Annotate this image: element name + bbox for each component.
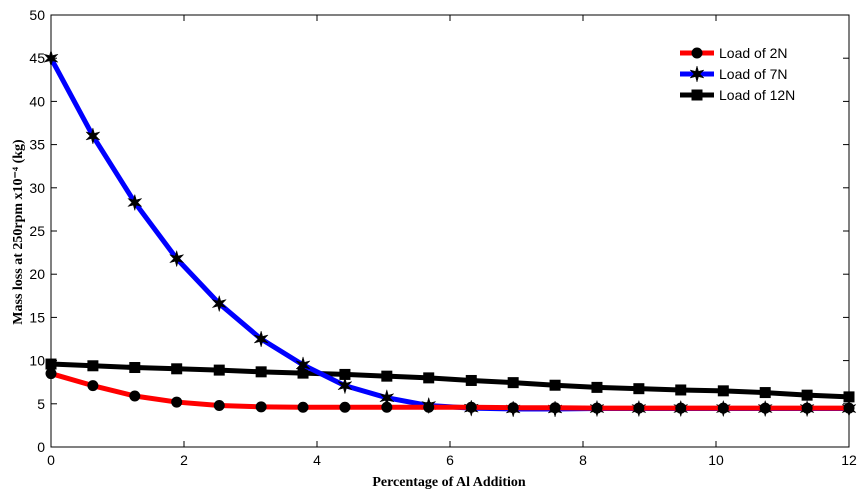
legend-label: Load of 2N bbox=[719, 45, 788, 61]
data-point bbox=[253, 330, 269, 348]
data-point bbox=[87, 380, 99, 392]
legend-entry: Load of 2N bbox=[680, 45, 788, 61]
legend-entry: Load of 12N bbox=[680, 87, 795, 103]
series-layer bbox=[43, 49, 857, 418]
y-axis-label: Mass loss at 250rpm x10⁻⁴ (kg) bbox=[11, 139, 26, 325]
x-tick-label: 2 bbox=[180, 452, 188, 468]
data-point bbox=[129, 390, 141, 402]
series-load-of-12n bbox=[45, 358, 855, 403]
legend-label: Load of 7N bbox=[719, 66, 788, 82]
data-point bbox=[591, 402, 603, 414]
data-point bbox=[337, 376, 353, 395]
data-point bbox=[168, 249, 185, 268]
series-load-of-2n bbox=[45, 368, 855, 414]
y-tick-label: 25 bbox=[29, 223, 45, 239]
y-tick-label: 0 bbox=[37, 439, 45, 455]
x-tick-label: 12 bbox=[841, 452, 857, 468]
data-point bbox=[213, 364, 225, 376]
data-point bbox=[43, 49, 59, 68]
x-tick-label: 8 bbox=[579, 452, 587, 468]
data-point bbox=[675, 384, 687, 396]
data-point bbox=[255, 401, 267, 413]
plot-frame bbox=[50, 14, 850, 448]
data-point bbox=[675, 402, 687, 414]
y-tick-label: 20 bbox=[29, 266, 45, 282]
data-point bbox=[423, 372, 435, 384]
legend-entry: Load of 7N bbox=[680, 65, 788, 83]
x-tick-label: 10 bbox=[708, 452, 724, 468]
data-point bbox=[45, 368, 57, 380]
data-point bbox=[717, 402, 729, 414]
x-tick-label: 6 bbox=[446, 452, 454, 468]
data-point bbox=[171, 396, 183, 408]
data-point bbox=[801, 402, 813, 414]
data-point bbox=[381, 370, 393, 382]
plot-area: 0 2 4 6 8 10 12 0 5 10 15 20 25 30 35 40 45 50 bbox=[29, 7, 857, 468]
y-tick-label: 45 bbox=[29, 50, 45, 66]
x-axis-label: Percentage of Al Addition bbox=[372, 475, 526, 490]
data-point bbox=[691, 89, 703, 101]
data-point bbox=[465, 374, 477, 386]
data-point bbox=[633, 402, 645, 414]
data-point bbox=[465, 401, 477, 413]
series-line bbox=[48, 361, 852, 400]
data-point bbox=[689, 65, 705, 83]
data-point bbox=[339, 401, 351, 413]
data-point bbox=[171, 363, 183, 375]
data-point bbox=[843, 402, 855, 414]
data-point bbox=[255, 366, 267, 378]
legend: Load of 2N Load of 7N Load of 12N bbox=[680, 45, 795, 103]
data-point bbox=[85, 127, 101, 145]
data-point bbox=[45, 358, 57, 370]
x-tick-label: 0 bbox=[47, 452, 55, 468]
data-point bbox=[507, 377, 519, 389]
y-tick-label: 40 bbox=[29, 93, 45, 109]
data-point bbox=[549, 402, 561, 414]
data-point bbox=[759, 402, 771, 414]
data-point bbox=[211, 294, 227, 313]
data-point bbox=[633, 383, 645, 395]
data-point bbox=[591, 381, 603, 393]
data-point bbox=[717, 385, 729, 397]
data-point bbox=[87, 360, 99, 372]
y-tick-label: 35 bbox=[29, 137, 45, 153]
data-point bbox=[295, 355, 311, 374]
x-tick-label: 4 bbox=[313, 452, 321, 468]
data-point bbox=[129, 362, 141, 374]
data-point bbox=[297, 401, 309, 413]
data-point bbox=[127, 193, 143, 212]
data-point bbox=[423, 401, 435, 413]
data-point bbox=[549, 379, 561, 391]
data-point bbox=[691, 47, 703, 59]
data-point bbox=[381, 401, 393, 413]
data-point bbox=[801, 389, 813, 401]
y-tick-label: 50 bbox=[29, 7, 45, 23]
y-tick-label: 30 bbox=[29, 180, 45, 196]
y-tick-label: 10 bbox=[29, 353, 45, 369]
legend-label: Load of 12N bbox=[719, 87, 795, 103]
series-line bbox=[48, 371, 852, 411]
y-tick-label: 5 bbox=[37, 396, 45, 412]
data-point bbox=[213, 400, 225, 412]
y-tick-label: 15 bbox=[29, 309, 45, 325]
data-point bbox=[759, 387, 771, 399]
data-point bbox=[507, 402, 519, 414]
